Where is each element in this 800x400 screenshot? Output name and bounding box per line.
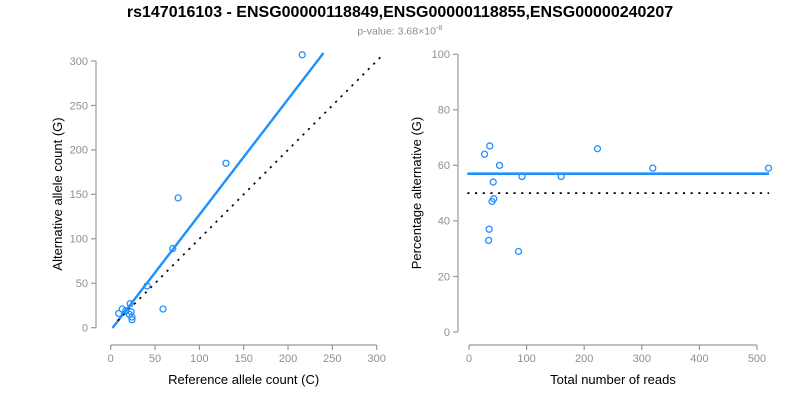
y-tick-label: 100 xyxy=(432,49,450,61)
data-point xyxy=(649,164,657,172)
x-tick-label: 0 xyxy=(108,353,114,365)
identity-line xyxy=(117,54,384,322)
y-tick-label: 60 xyxy=(438,160,450,172)
x-tick-label: 400 xyxy=(690,353,708,365)
y-tick-label: 0 xyxy=(444,327,450,339)
y-axis-title: Alternative allele count (G) xyxy=(50,117,65,270)
data-point xyxy=(118,305,126,313)
data-point xyxy=(489,178,497,186)
x-axis-title: Reference allele count (C) xyxy=(168,372,319,387)
y-tick-label: 80 xyxy=(438,105,450,117)
pvalue-exponent: -8 xyxy=(435,23,443,32)
data-point xyxy=(490,195,498,203)
data-point xyxy=(169,244,177,253)
data-point xyxy=(174,194,182,202)
data-point xyxy=(484,236,493,245)
x-tick-label: 250 xyxy=(323,353,341,365)
y-tick-label: 20 xyxy=(438,271,450,283)
data-point xyxy=(518,172,526,181)
x-tick-label: 0 xyxy=(466,353,472,365)
x-tick-label: 50 xyxy=(149,353,161,365)
data-point xyxy=(222,159,230,167)
y-axis-title: Percentage alternative (G) xyxy=(409,117,424,269)
data-point xyxy=(298,51,306,59)
pvalue-text: p-value: 3.68×10 xyxy=(357,25,436,38)
x-tick-label: 200 xyxy=(575,353,593,365)
x-tick-label: 300 xyxy=(633,353,651,365)
data-point xyxy=(514,247,523,256)
x-axis-title: Total number of reads xyxy=(550,372,676,387)
data-point xyxy=(143,282,151,290)
regression-line xyxy=(111,52,325,329)
data-point xyxy=(126,300,134,308)
x-tick-label: 150 xyxy=(235,353,253,365)
y-tick-label: 0 xyxy=(82,323,88,335)
data-point xyxy=(128,313,136,321)
data-point xyxy=(486,142,494,150)
data-point xyxy=(485,225,493,233)
x-tick-label: 300 xyxy=(368,353,386,365)
data-point xyxy=(593,145,602,153)
data-point xyxy=(495,161,504,170)
y-tick-label: 150 xyxy=(70,189,88,201)
pvalue-subtitle: p-value: 3.68×10-8 xyxy=(0,23,800,38)
data-point xyxy=(128,316,136,324)
y-tick-label: 100 xyxy=(70,234,88,246)
x-tick-label: 100 xyxy=(190,353,208,365)
y-tick-label: 250 xyxy=(70,100,88,112)
data-point xyxy=(557,172,565,181)
data-point xyxy=(764,164,773,172)
x-tick-label: 200 xyxy=(279,353,297,365)
y-tick-label: 200 xyxy=(70,145,88,157)
data-point xyxy=(115,309,123,318)
data-point xyxy=(159,305,167,313)
y-tick-label: 300 xyxy=(70,56,88,68)
x-tick-label: 100 xyxy=(517,353,535,365)
y-tick-label: 40 xyxy=(438,216,450,228)
plot-title: rs147016103 - ENSG00000118849,ENSG000001… xyxy=(126,4,674,21)
x-tick-label: 500 xyxy=(748,353,766,365)
data-point xyxy=(480,150,489,158)
y-tick-label: 50 xyxy=(76,278,88,290)
